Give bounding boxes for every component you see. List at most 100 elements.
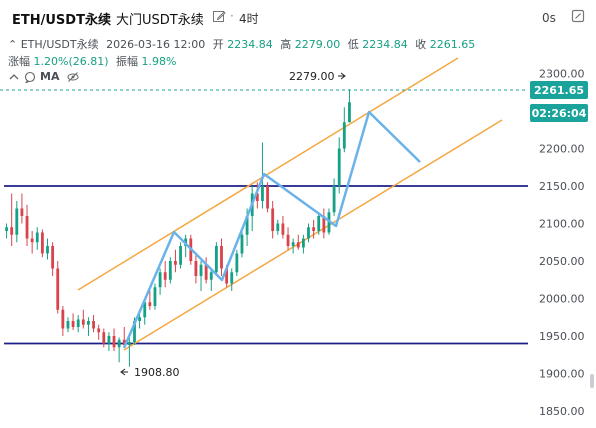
candle-down[interactable] — [255, 193, 259, 202]
candle-up[interactable] — [15, 208, 19, 235]
candle-down[interactable] — [174, 261, 177, 265]
separator: · — [230, 9, 234, 23]
candle-up[interactable] — [332, 186, 336, 213]
candle-up[interactable] — [35, 232, 39, 243]
candle-down[interactable] — [286, 234, 290, 246]
candle-up[interactable] — [66, 321, 70, 329]
candle-up[interactable] — [342, 122, 346, 149]
candle-up[interactable] — [5, 227, 8, 231]
candle-up[interactable] — [230, 272, 234, 284]
price-tick-label: 2200.00 — [539, 143, 585, 156]
amplitude-value: 1.98% — [141, 55, 177, 68]
candle-up[interactable] — [153, 287, 157, 306]
candle-up[interactable] — [209, 272, 213, 280]
ohlc-datetime: 2026-03-16 12:00 — [106, 38, 206, 51]
candle-down[interactable] — [25, 216, 29, 239]
candle-up[interactable] — [337, 148, 341, 187]
candle-down[interactable] — [148, 302, 152, 306]
candle-up[interactable] — [138, 317, 142, 321]
last-price-countdown: 02:26:04 — [532, 107, 587, 120]
symbol-title[interactable]: ETH/USDT永续 — [12, 13, 111, 28]
price-axis[interactable]: 2300.002250.002200.002150.002100.002050.… — [539, 68, 585, 419]
candle-up[interactable] — [76, 319, 80, 328]
candle-up[interactable] — [348, 102, 351, 123]
eye-hidden-icon[interactable] — [67, 71, 79, 83]
candle-down[interactable] — [81, 319, 85, 325]
horizontal-levels — [4, 185, 528, 345]
candle-up[interactable] — [261, 186, 264, 201]
ma-indicator-label[interactable]: MA — [40, 70, 60, 83]
trend-channel — [77, 57, 503, 351]
candle-down[interactable] — [71, 321, 75, 327]
channel-upper-line[interactable] — [77, 57, 459, 291]
candle-up[interactable] — [179, 246, 182, 265]
channel-lower-line[interactable] — [123, 119, 503, 351]
candle-down[interactable] — [204, 264, 208, 280]
collapse-chevron-icon[interactable]: ⌃ — [8, 38, 18, 51]
candle-up[interactable] — [127, 342, 131, 345]
candle-up[interactable] — [235, 253, 239, 273]
candle-down[interactable] — [271, 208, 275, 232]
close-label: 收 — [415, 38, 427, 51]
open-label: 开 — [212, 38, 224, 51]
candle-up[interactable] — [87, 321, 90, 325]
candle-down[interactable] — [51, 246, 55, 269]
candle-up[interactable] — [240, 234, 244, 254]
candle-down[interactable] — [112, 336, 116, 348]
last-price-value: 2261.65 — [534, 84, 584, 97]
arrow-left-icon — [120, 368, 128, 376]
candle-up[interactable] — [245, 216, 249, 235]
candle-down[interactable] — [30, 238, 34, 243]
candle-down[interactable] — [322, 216, 326, 233]
candle-up[interactable] — [117, 339, 121, 348]
candle-up[interactable] — [291, 242, 295, 246]
chevron-up-icon[interactable] — [8, 71, 20, 83]
candle-down[interactable] — [20, 208, 24, 217]
candle-down[interactable] — [266, 186, 269, 209]
candle-down[interactable] — [102, 332, 106, 344]
candle-down[interactable] — [312, 227, 316, 231]
high-value: 2279.00 — [294, 38, 341, 51]
candle-down[interactable] — [220, 246, 223, 269]
candle-up[interactable] — [276, 223, 280, 232]
candle-down[interactable] — [92, 321, 95, 329]
candle-down[interactable] — [163, 272, 167, 280]
candle-down[interactable] — [281, 223, 285, 235]
candle-down[interactable] — [61, 309, 65, 329]
candle-down[interactable] — [194, 261, 198, 276]
edit-icon[interactable] — [212, 9, 226, 23]
candle-down[interactable] — [10, 227, 14, 235]
candle-up[interactable] — [46, 246, 49, 254]
candle-up[interactable] — [214, 246, 218, 273]
market-subtitle: 大门USDT永续 — [116, 13, 204, 28]
high-marker-text: 2279.00 — [289, 70, 335, 83]
candle-up[interactable] — [301, 238, 305, 248]
chart-header: ETH/USDT永续 大门USDT永续 · 4时 0s — [0, 0, 596, 34]
price-tick-label: 2150.00 — [539, 180, 585, 193]
zigzag-path[interactable] — [122, 110, 421, 349]
candle-up[interactable] — [307, 227, 310, 239]
candle-up[interactable] — [107, 336, 111, 344]
candle-up[interactable] — [133, 321, 136, 342]
interval-selector[interactable]: 4时 — [239, 12, 259, 26]
candle-down[interactable] — [296, 242, 300, 248]
candle-up[interactable] — [168, 261, 172, 280]
candle-up[interactable] — [143, 302, 147, 318]
candles — [5, 89, 351, 367]
price-tick-label: 1950.00 — [539, 330, 585, 343]
candle-down[interactable] — [56, 268, 60, 310]
candle-up[interactable] — [317, 216, 321, 231]
arrow-right-icon — [338, 72, 346, 80]
candle-down[interactable] — [122, 339, 126, 345]
candle-up[interactable] — [158, 272, 162, 288]
indicator-bubble-icon[interactable] — [24, 71, 36, 83]
scrollbar-handle[interactable] — [590, 374, 594, 388]
fullscreen-icon[interactable] — [571, 9, 585, 23]
candle-down[interactable] — [40, 232, 44, 254]
price-tick-label: 1900.00 — [539, 368, 585, 381]
candle-down[interactable] — [225, 268, 229, 284]
candle-down[interactable] — [97, 328, 101, 333]
bar-countdown: 0s — [542, 11, 556, 25]
candle-up[interactable] — [199, 264, 203, 276]
